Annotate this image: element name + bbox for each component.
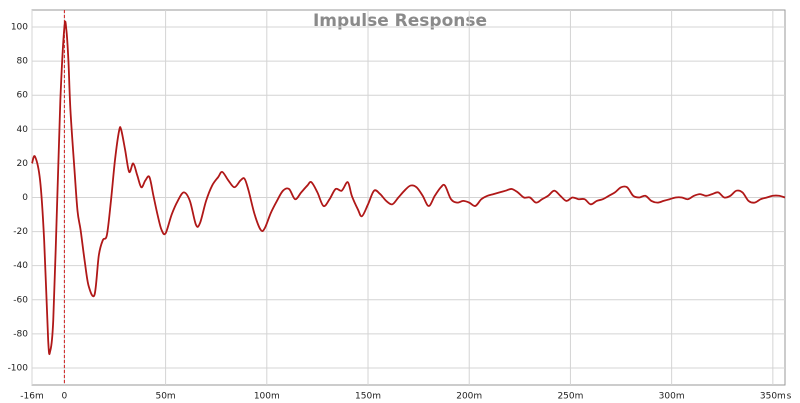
y-tick-label: 40	[17, 125, 29, 135]
x-tick-label: -16m	[20, 392, 43, 402]
x-tick-label: 250m	[557, 392, 583, 402]
y-tick-label: -80	[13, 329, 28, 339]
x-tick-label: 100m	[254, 392, 280, 402]
y-tick-label: -40	[13, 261, 28, 271]
x-tick-label: 0	[62, 392, 68, 402]
x-tick-label: 150m	[355, 392, 381, 402]
y-tick-label: 0	[22, 193, 28, 203]
x-tick-label: 300m	[659, 392, 685, 402]
x-tick-label: 350m	[760, 392, 786, 402]
y-tick-label: 100	[11, 23, 28, 33]
impulse-line	[31, 20, 786, 355]
y-tick-label: 20	[17, 159, 29, 169]
y-tick-label: -60	[13, 295, 28, 305]
x-tick-label: 50m	[155, 392, 175, 402]
y-tick-label: -100	[8, 363, 29, 373]
y-tick-label: 80	[17, 57, 29, 67]
chart-title: Impulse Response	[313, 11, 487, 31]
y-tick-label: -20	[13, 227, 28, 237]
x-axis-unit: s	[787, 392, 792, 402]
y-tick-label: 60	[17, 91, 29, 101]
x-tick-label: 200m	[456, 392, 482, 402]
